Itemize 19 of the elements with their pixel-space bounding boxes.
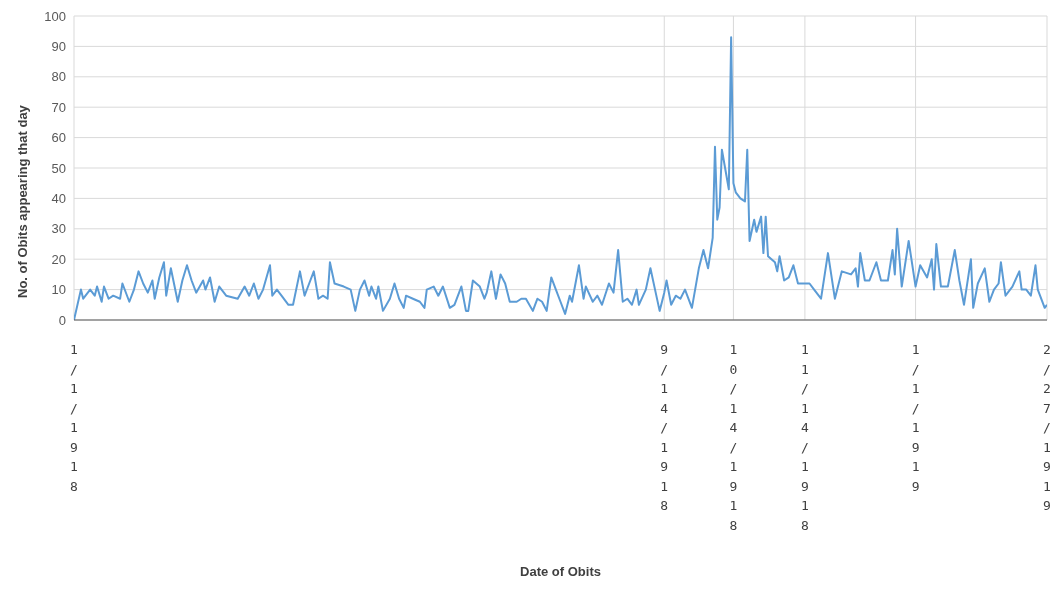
x-tick-label: 10/14/1918 (725, 342, 741, 537)
y-tick-label: 80 (51, 69, 66, 85)
x-axis-title: Date of Obits (520, 564, 601, 579)
y-tick-label: 60 (51, 130, 66, 146)
y-tick-label: 50 (51, 160, 66, 176)
x-tick-label: 11/14/1918 (797, 342, 813, 537)
y-tick-label: 10 (51, 282, 66, 298)
x-tick-label: 9/14/1918 (656, 342, 672, 518)
x-tick-label: 2/27/1919 (1039, 342, 1055, 518)
y-tick-label: 100 (44, 8, 66, 24)
x-tick-label: 1/1/1919 (908, 342, 924, 498)
y-tick-label: 90 (51, 39, 66, 55)
x-tick-label: 1/1/1918 (66, 342, 82, 498)
y-tick-label: 40 (51, 191, 66, 207)
y-tick-label: 0 (58, 312, 66, 328)
y-tick-label: 70 (51, 99, 66, 115)
y-tick-label: 30 (51, 221, 66, 237)
y-axis-title: No. of Obits appearing that day (14, 104, 30, 298)
y-tick-label: 20 (51, 251, 66, 267)
